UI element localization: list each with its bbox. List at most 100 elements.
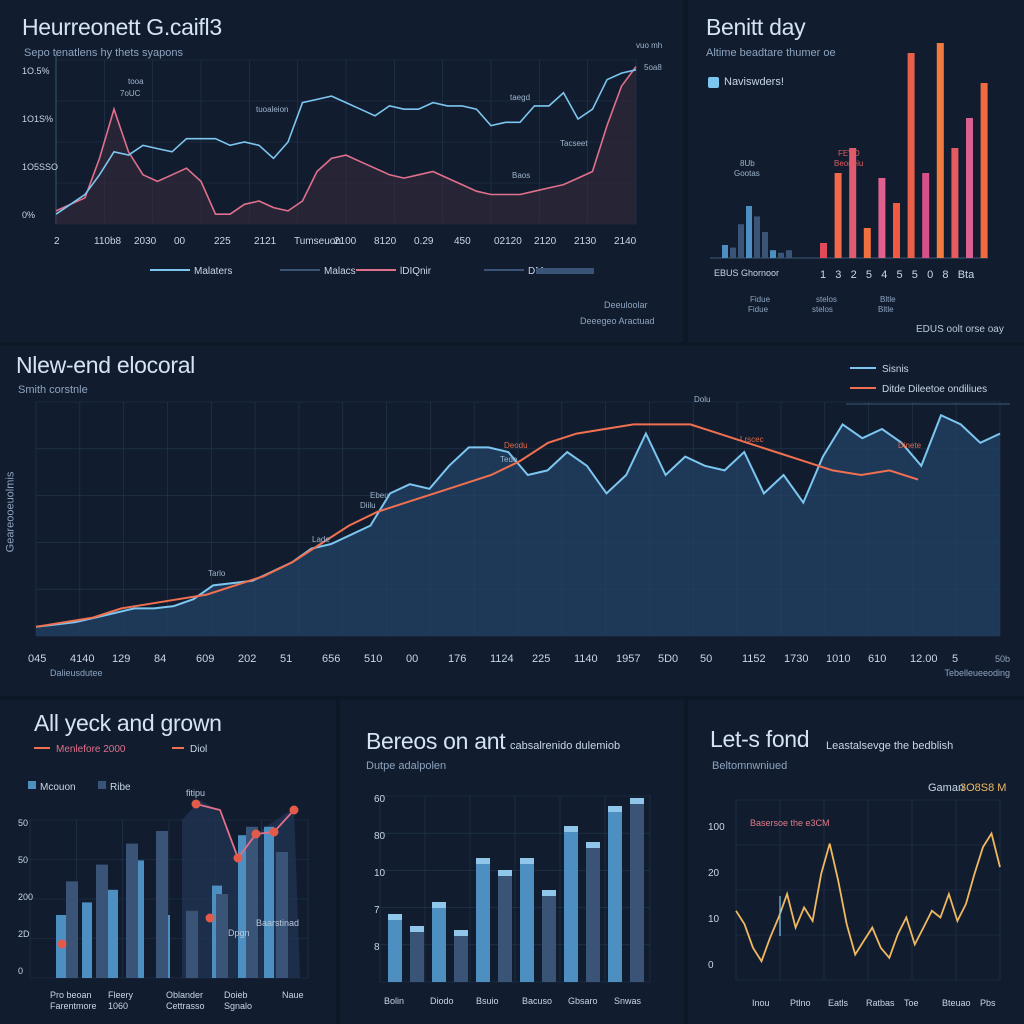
bar (186, 910, 198, 978)
legend-name: Gaman (928, 782, 965, 794)
legend-value: 3O8S8 M (960, 782, 1007, 794)
x-tick-label: 0.29 (414, 236, 434, 247)
bar-cap (542, 890, 556, 896)
x-tick-label: 045 (28, 653, 46, 665)
x-tick-label: 2 (54, 236, 60, 247)
bar (66, 881, 78, 978)
panel-title-suffix: Leastalsevge the bedblish (826, 740, 954, 752)
annotation-label: Basersoe the e3CM (750, 818, 830, 828)
x-tick-label: 1060 (108, 1001, 128, 1011)
legend-label: Ribe (110, 782, 131, 793)
x-tick-label: Cettrasso (166, 1001, 205, 1011)
x-tick-label: 4 (881, 269, 887, 281)
y-tick-label: 1O5SSO (22, 162, 58, 172)
x-tick-label: 5D0 (658, 653, 678, 665)
x-tick-label: Pro beoan (50, 990, 92, 1000)
bar-cap (476, 858, 490, 864)
footer-label: Bltle (878, 305, 894, 314)
annotation-label: tooa (128, 77, 144, 86)
annotation-label: taegd (510, 93, 530, 102)
bar (907, 53, 915, 258)
x-tick-label: 1010 (826, 653, 850, 665)
y-tick-label: 60 (374, 794, 386, 805)
x-tick-label: 00 (406, 653, 418, 665)
panel-top-right: Benitt day Altime beadtare thumer oe Nav… (688, 0, 1024, 342)
bar-cap (608, 806, 622, 812)
annotation-label: Baarstinad (256, 918, 299, 928)
series-line-blue (55, 69, 637, 215)
x-tick-label: 450 (454, 236, 471, 247)
data-point (205, 913, 215, 923)
x-tick-label: 1957 (616, 653, 640, 665)
x-tick-label: Gbsaro (568, 996, 598, 1006)
x-tick-label: 50 (700, 653, 712, 665)
bar (966, 118, 973, 258)
x-tick-label: Farentmore (50, 1001, 97, 1011)
x-tick-label: Bsuio (476, 996, 499, 1006)
x-tick-label: Inou (752, 998, 770, 1008)
y-tick-label: 100 (708, 822, 725, 833)
x-tick-label: 2030 (134, 236, 157, 247)
x-tick-label: 2100 (334, 236, 357, 247)
x-tick-label: 02120 (494, 236, 522, 247)
annotation-label: 7oUC (120, 89, 141, 98)
combo-chart-bottom-left: Menlefore 2000 Diol Mcouon Ribe 50 50 200 2D 0 fi… (18, 744, 309, 1011)
annotation-label: FEVO (838, 149, 860, 158)
data-point (233, 853, 243, 863)
bar (432, 902, 446, 982)
bar (238, 835, 248, 978)
y-tick-label: 10 (374, 868, 386, 879)
x-tick-label: 00 (174, 236, 186, 247)
x-tick-label: 2120 (534, 236, 557, 247)
data-point (57, 939, 67, 949)
area-chart-middle: Sisnis Ditde Dileetoe ondiliues Dolu Lrscec… (28, 364, 1010, 678)
footer-label: Deeegeo Aractuad (580, 316, 655, 326)
bar (126, 843, 138, 978)
panel-title: Nlew-end elocoral (16, 352, 195, 378)
y-tick-label: 10 (708, 914, 720, 925)
y-tick-label: 2D (18, 929, 30, 939)
legend-swatch (98, 781, 106, 789)
panel-subtitle: Smith corstnle (18, 384, 88, 396)
bar (108, 889, 118, 978)
x-tick-label: Toe (904, 998, 919, 1008)
legend-label: lDIQnir (400, 266, 432, 277)
panel-bottom-left: All yeck and grown Menlefore 2000 Diol Mco… (0, 700, 336, 1024)
y-tick-label: 50 (18, 818, 28, 828)
bar (820, 243, 827, 258)
x-tick-label: 110b8 (94, 236, 122, 247)
data-point (191, 799, 201, 809)
x-tick-label: 1124 (490, 653, 514, 665)
x-tick-label: 202 (238, 653, 256, 665)
x-tick-label: 656 (322, 653, 340, 665)
y-tick-label: 1O1S% (22, 114, 53, 124)
bar (476, 858, 490, 982)
x-tick-label: 5 (912, 269, 918, 281)
bar (730, 247, 736, 258)
panel-title: Let-s fond (710, 726, 810, 752)
bar (762, 232, 768, 258)
legend-label: Naviswders! (724, 76, 784, 88)
legend-label: DM (528, 266, 544, 277)
x-tick-label: 3 (835, 269, 841, 281)
legend-label: Malaters (194, 266, 232, 277)
panel-middle: Nlew-end elocoral Smith corstnle Geareoo… (0, 346, 1024, 696)
bar (134, 860, 144, 978)
bar-cap (410, 926, 424, 932)
bar (746, 206, 752, 258)
x-tick-label: 1 (820, 269, 826, 281)
annotation-label: Dpgn (228, 928, 250, 938)
legend-label: Mcouon (40, 782, 76, 793)
bar (276, 852, 288, 978)
bar-chart-bottom-middle: 60 80 10 7 8 Bolin Diodo Bsuio Bacuso Gbsaro Snwas (374, 794, 651, 1006)
x-tick-label: 2121 (254, 236, 277, 247)
x-tick-label: Oblander (166, 990, 203, 1000)
panel-bottom-right: Let-s fond Leastalsevge the bedblish Bel… (688, 700, 1024, 1024)
panel-title: Benitt day (706, 14, 806, 40)
x-tick-label: 225 (214, 236, 231, 247)
bar-cap (454, 930, 468, 936)
x-tick-label: 12.00 (910, 653, 938, 665)
legend-label: Diol (190, 744, 207, 755)
x-axis-caption: Dalieusdutee (50, 668, 103, 678)
